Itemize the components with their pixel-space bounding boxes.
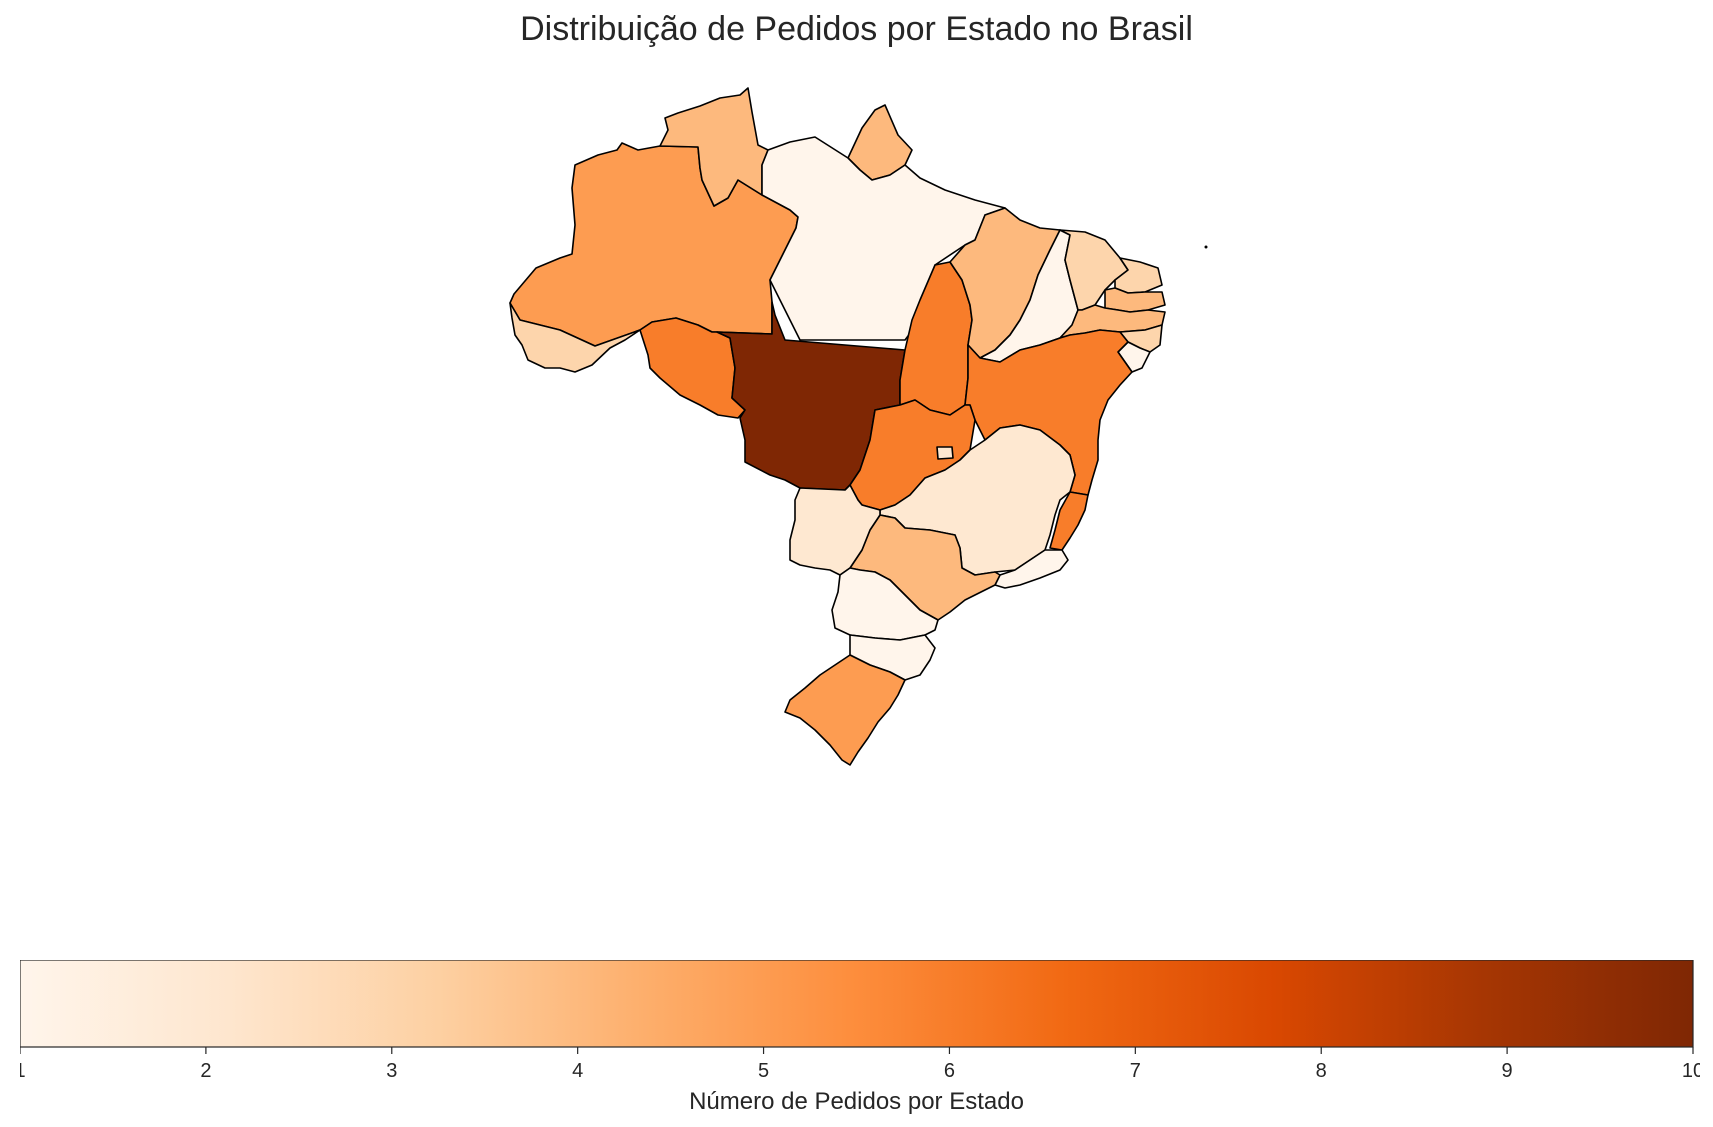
colorbar-tick-label: 5 [758, 1060, 769, 1082]
map-title: Distribuição de Pedidos por Estado no Br… [520, 10, 1193, 48]
colorbar-tick-label: 1 [20, 1060, 26, 1082]
colorbar-tick-label: 3 [386, 1060, 397, 1082]
colorbar: 1 2 3 4 5 6 7 8 9 10 [14, 959, 1704, 1090]
colorbar-ticks: 1 2 3 4 5 6 7 8 9 10 [14, 1047, 1704, 1082]
colorbar-tick-label: 6 [944, 1060, 955, 1082]
colorbar-tick-label: 9 [1502, 1060, 1513, 1082]
colorbar-tick-label: 7 [1130, 1060, 1141, 1082]
state-ac: AC: 3 [509, 302, 641, 373]
state-rs: RS: 5 [784, 654, 906, 766]
colorbar-tick-label: 4 [572, 1060, 583, 1082]
state-df: DF: 2 [936, 446, 954, 460]
state-es: ES: 6 [1049, 491, 1089, 551]
states-layer: AM: 5RR: 4AP: 4PA: 1AC: 3RO: 6MT: 10TO: … [509, 87, 1166, 766]
state-ce: CE: 3 [1059, 229, 1129, 311]
state-rj: RJ: 1 [994, 549, 1069, 589]
colorbar-svg: 1 2 3 4 5 6 7 8 9 10 [14, 959, 1704, 1082]
state-rr: RR: 4 [659, 87, 769, 207]
colorbar-tick-label: 2 [200, 1060, 211, 1082]
colorbar-gradient [19, 959, 1694, 1048]
colorbar-tick-label: 10 [1682, 1060, 1700, 1082]
colorbar-tick-label: 8 [1316, 1060, 1327, 1082]
colorbar-label: Número de Pedidos por Estado [689, 1088, 1024, 1115]
island-dot [1204, 245, 1208, 249]
brazil-map: AM: 5RR: 4AP: 4PA: 1AC: 3RO: 6MT: 10TO: … [509, 87, 1208, 766]
